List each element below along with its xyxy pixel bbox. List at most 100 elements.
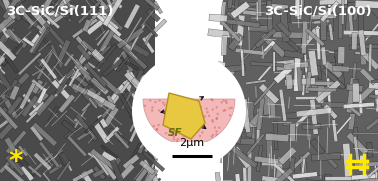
Polygon shape [245,79,266,85]
Polygon shape [286,74,293,89]
Polygon shape [235,174,241,181]
Circle shape [181,128,183,130]
Polygon shape [283,121,311,125]
Polygon shape [125,17,143,43]
Polygon shape [308,87,336,92]
Polygon shape [352,63,357,84]
Polygon shape [366,142,373,157]
Polygon shape [12,150,37,176]
Polygon shape [268,168,294,181]
Circle shape [180,102,182,105]
Polygon shape [326,62,341,66]
Polygon shape [111,33,132,50]
Polygon shape [0,107,8,120]
Polygon shape [358,3,364,31]
Polygon shape [304,54,307,73]
Polygon shape [277,160,284,180]
Polygon shape [0,67,7,86]
Polygon shape [0,97,8,108]
Polygon shape [375,89,378,105]
Polygon shape [146,9,160,22]
Polygon shape [31,79,46,92]
Polygon shape [226,19,260,28]
Polygon shape [58,44,76,62]
Polygon shape [359,68,376,85]
Circle shape [157,124,160,126]
Polygon shape [66,178,79,181]
Polygon shape [0,122,14,140]
Circle shape [189,100,191,102]
Circle shape [222,110,225,112]
Polygon shape [139,98,156,115]
Polygon shape [322,68,346,90]
Polygon shape [36,57,48,71]
Circle shape [132,54,246,168]
Circle shape [158,109,160,112]
Polygon shape [5,130,27,154]
Wedge shape [143,99,235,145]
Polygon shape [256,108,260,144]
Circle shape [163,123,166,125]
Polygon shape [243,10,262,16]
Polygon shape [226,11,246,27]
Polygon shape [235,95,239,114]
Polygon shape [131,89,155,110]
Polygon shape [2,0,21,20]
Polygon shape [343,102,374,109]
Polygon shape [331,153,347,156]
Polygon shape [6,96,23,115]
Polygon shape [353,132,378,135]
Polygon shape [250,111,264,126]
Circle shape [200,98,203,101]
Polygon shape [71,64,90,81]
Polygon shape [230,1,250,18]
Circle shape [173,138,175,141]
Polygon shape [236,15,245,46]
Polygon shape [90,148,116,170]
Polygon shape [27,5,51,30]
Polygon shape [144,31,154,45]
Polygon shape [289,157,295,181]
Circle shape [231,107,233,109]
Polygon shape [230,137,254,145]
Polygon shape [353,127,358,148]
Circle shape [200,106,202,108]
Polygon shape [369,44,372,72]
Polygon shape [94,44,117,71]
Polygon shape [305,25,308,40]
Polygon shape [122,79,141,102]
Polygon shape [141,109,163,130]
Polygon shape [121,87,135,110]
Circle shape [144,105,146,107]
Circle shape [162,101,164,104]
Polygon shape [51,79,71,100]
Polygon shape [327,1,334,31]
Polygon shape [58,152,68,166]
Polygon shape [112,81,130,105]
Polygon shape [127,143,141,165]
Polygon shape [349,44,378,49]
Polygon shape [4,137,19,156]
Polygon shape [21,9,34,28]
Polygon shape [8,82,22,98]
Polygon shape [369,94,378,100]
Polygon shape [119,57,139,71]
Polygon shape [208,29,240,39]
Polygon shape [246,133,265,155]
Circle shape [153,125,155,127]
Polygon shape [227,143,258,168]
Polygon shape [308,50,318,76]
Polygon shape [99,76,120,95]
Polygon shape [95,153,117,180]
Polygon shape [72,168,94,181]
Polygon shape [266,0,273,35]
Polygon shape [135,121,157,135]
Polygon shape [98,97,116,111]
Polygon shape [79,70,106,91]
Polygon shape [122,154,139,170]
Circle shape [187,113,190,116]
Polygon shape [353,79,359,98]
Polygon shape [116,56,129,72]
Polygon shape [335,55,345,89]
Circle shape [177,138,179,140]
